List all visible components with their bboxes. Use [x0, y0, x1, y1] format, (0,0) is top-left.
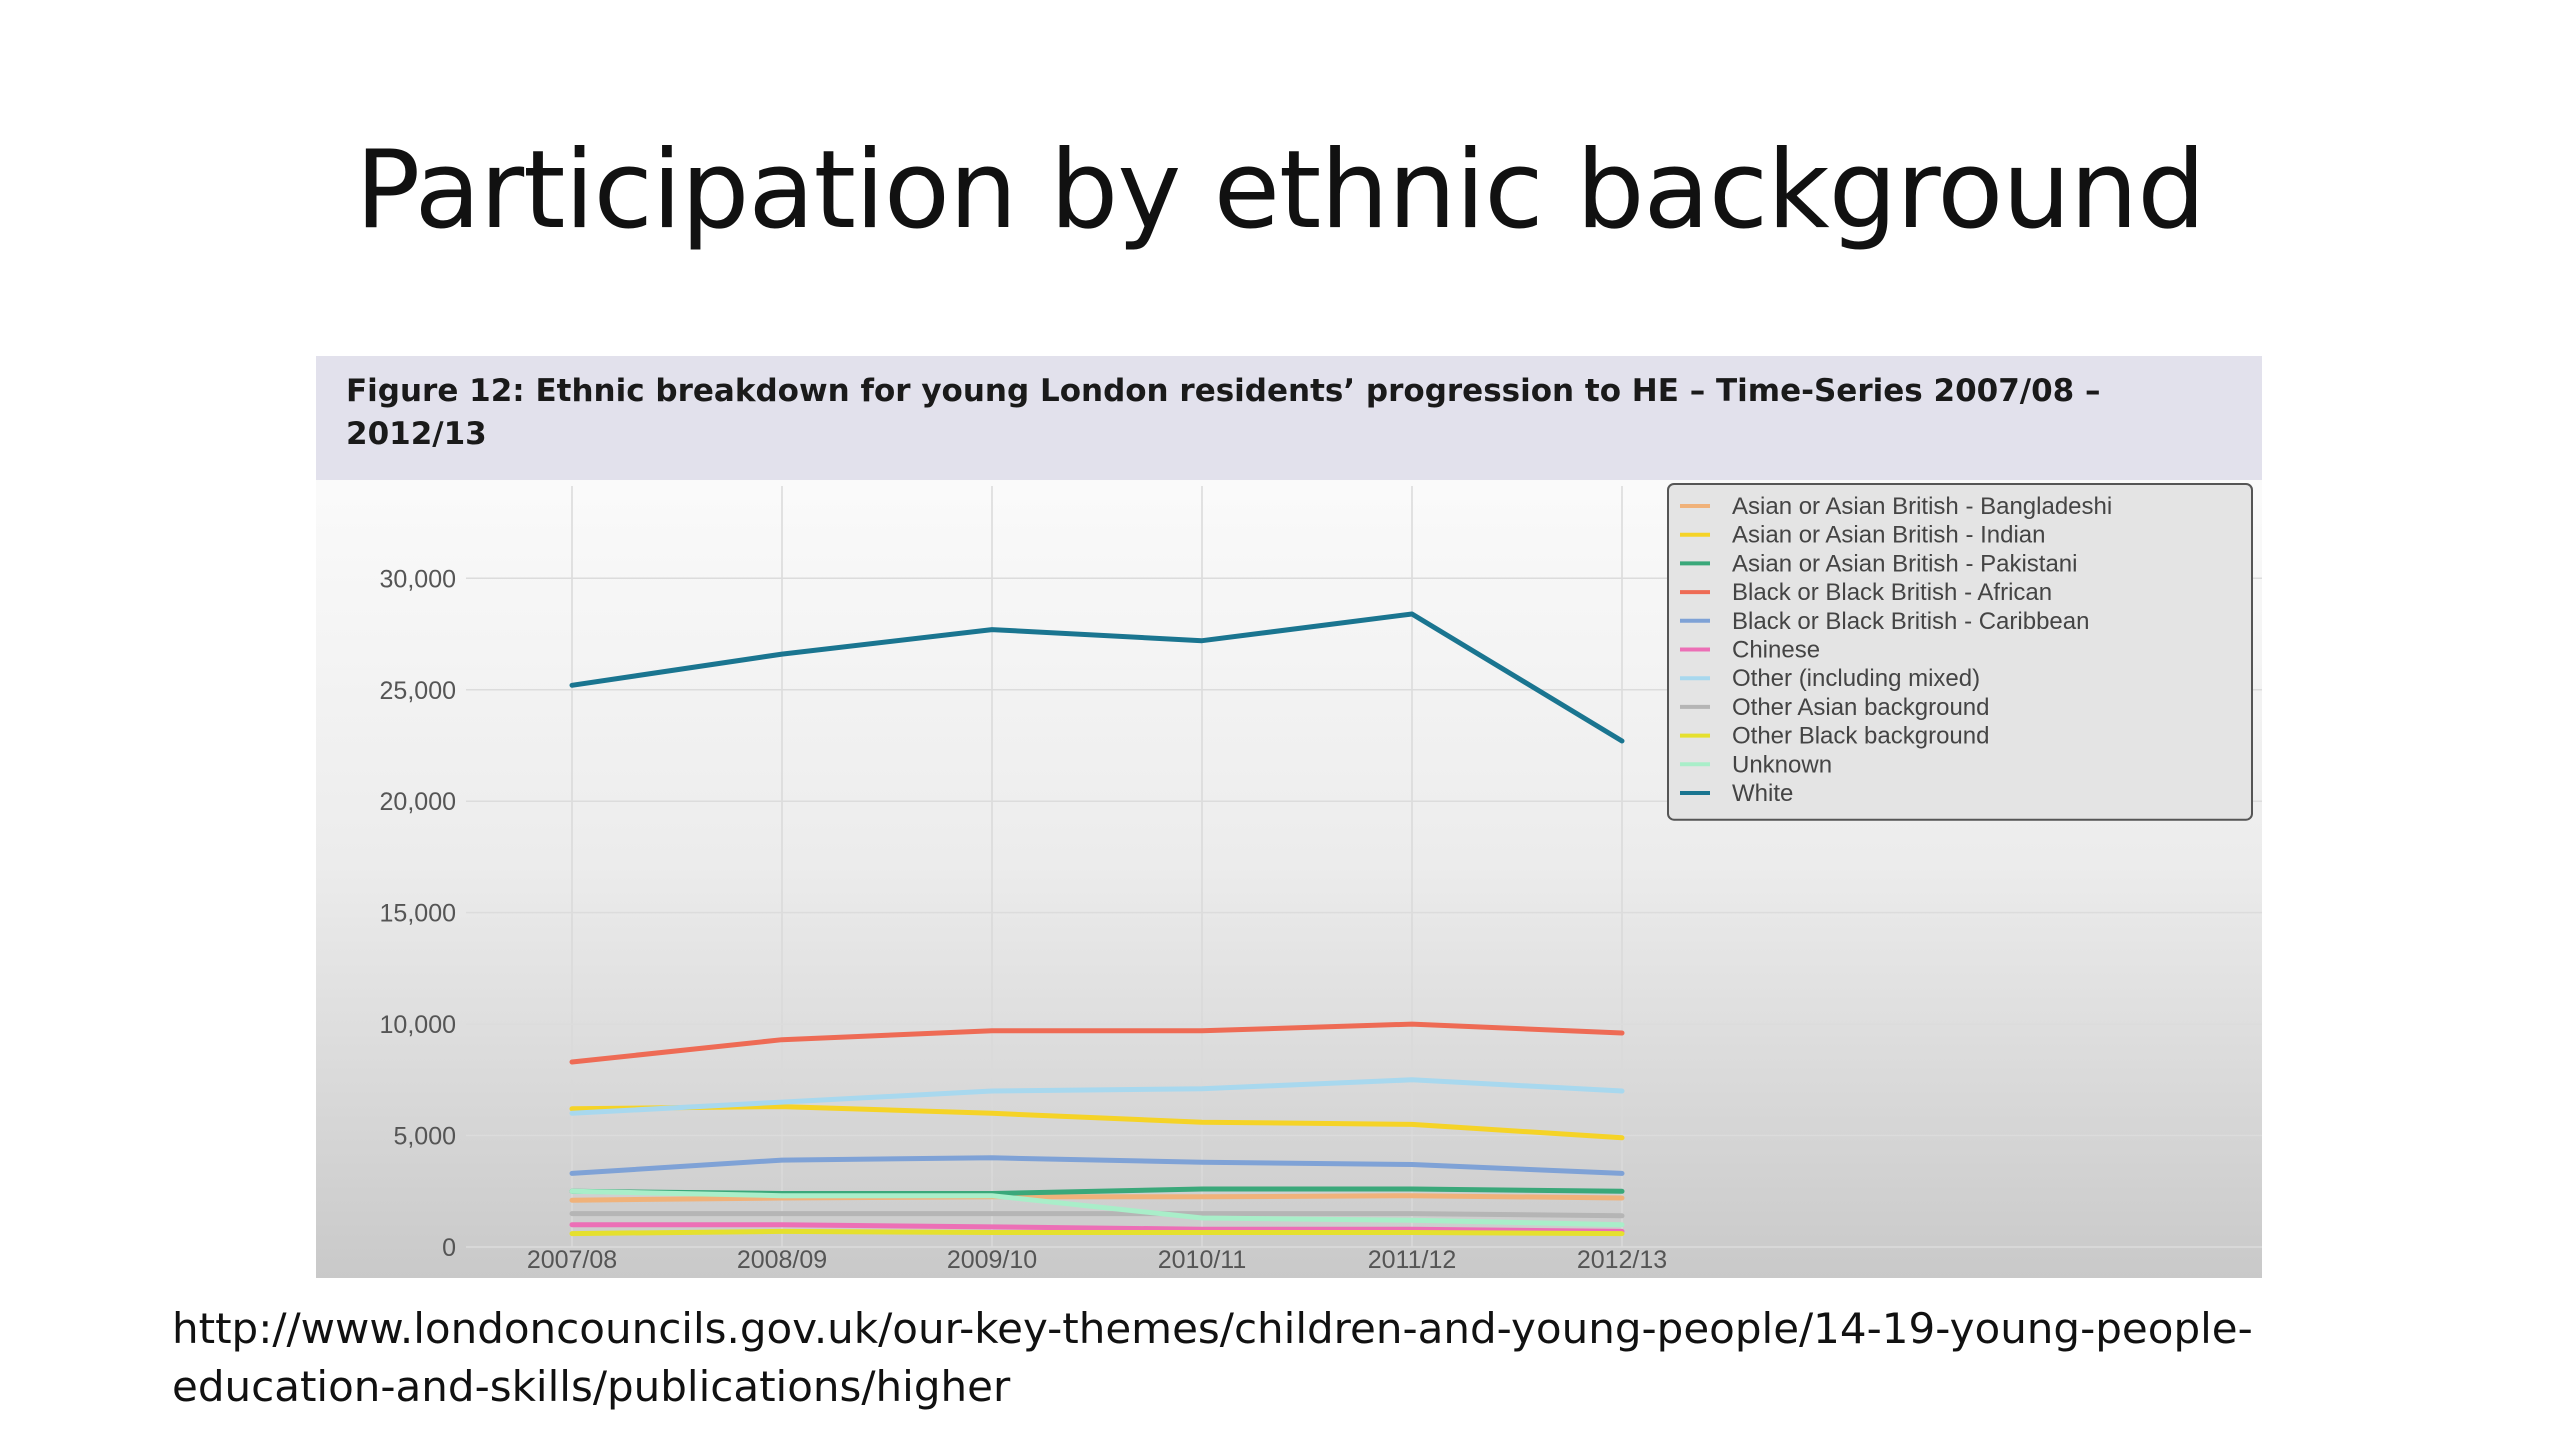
y-tick-label: 15,000: [380, 900, 456, 928]
chart-legend: Asian or Asian British - BangladeshiAsia…: [1667, 483, 2253, 821]
source-url-line-1: http://www.londoncouncils.gov.uk/our-key…: [172, 1304, 2253, 1353]
series-line: [569, 1222, 1625, 1234]
slide-title: Participation by ethnic background: [355, 128, 2206, 253]
x-tick-label: 2012/13: [1577, 1246, 1667, 1274]
x-tick-label: 2010/11: [1158, 1246, 1247, 1274]
legend-label: Asian or Asian British - Bangladeshi: [1732, 493, 2112, 520]
legend-label: Other (including mixed): [1732, 665, 1980, 692]
legend-label: Other Asian background: [1732, 694, 1990, 721]
series-line: [569, 611, 1625, 744]
chart-figure: Figure 12: Ethnic breakdown for young Lo…: [316, 356, 2262, 1278]
series-line: [569, 1188, 1625, 1228]
x-tick-label: 2008/09: [737, 1246, 827, 1274]
y-tick-label: 10,000: [380, 1011, 456, 1039]
series-line: [569, 1211, 1625, 1219]
x-tick-label: 2007/08: [527, 1246, 617, 1274]
legend-label: Black or Black British - African: [1732, 579, 2052, 606]
legend-label: Chinese: [1732, 637, 1820, 664]
legend-label: Black or Black British - Caribbean: [1732, 608, 2089, 635]
y-tick-label: 25,000: [380, 677, 456, 705]
legend-label: Asian or Asian British - Pakistani: [1732, 550, 2077, 577]
source-url-line-2: education-and-skills/publications/higher: [172, 1362, 1011, 1411]
y-tick-label: 30,000: [380, 565, 456, 593]
series-line: [569, 1155, 1625, 1176]
x-tick-label: 2009/10: [947, 1246, 1037, 1274]
y-tick-label: 5,000: [393, 1123, 456, 1151]
series-line: [569, 1077, 1625, 1116]
legend-label: Asian or Asian British - Indian: [1732, 522, 2046, 549]
line-chart: 0 5,000 10,000 15,000 20,000 25,000 30,000 2007…: [380, 483, 2262, 1274]
legend-box: [1667, 483, 2253, 821]
legend-label: White: [1732, 780, 1793, 807]
series-line: [569, 1104, 1625, 1141]
legend-label: Unknown: [1732, 751, 1832, 778]
series-line: [569, 1228, 1625, 1237]
y-tick-label: 0: [442, 1234, 456, 1262]
source-citation: http://www.londoncouncils.gov.uk/our-key…: [172, 1300, 2472, 1416]
series-line: [569, 1021, 1625, 1065]
y-tick-label: 20,000: [380, 788, 456, 816]
legend-label: Other Black background: [1732, 723, 1989, 750]
chart-title: Figure 12: Ethnic breakdown for young Lo…: [316, 356, 2262, 480]
series-line: [569, 1193, 1625, 1203]
x-tick-label: 2011/12: [1368, 1246, 1457, 1274]
